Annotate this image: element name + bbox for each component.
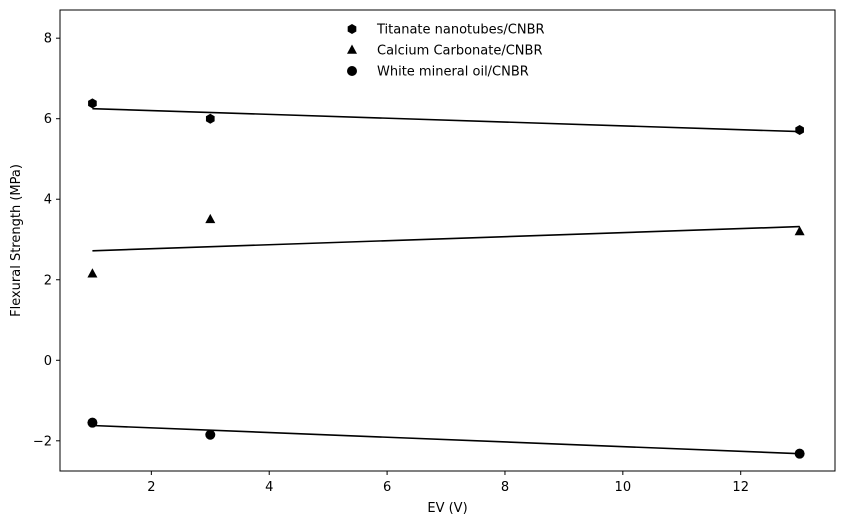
data-point-circle — [205, 429, 216, 440]
legend-label: Titanate nanotubes/CNBR — [376, 23, 545, 38]
legend-label: White mineral oil/CNBR — [377, 65, 529, 80]
x-tick-label: 8 — [501, 480, 509, 495]
data-point-circle — [794, 448, 805, 459]
legend: Titanate nanotubes/CNBR Calcium Carbonate… — [347, 23, 545, 80]
y-tick-label: 2 — [44, 273, 52, 288]
y-tick-label: 4 — [44, 193, 52, 208]
data-point-circle — [87, 417, 98, 428]
data-point-triangle — [794, 225, 805, 236]
legend-marker-circle — [347, 66, 357, 76]
plot-frame — [59, 9, 836, 472]
y-axis-label: Flexural Strength (MPa) — [9, 164, 24, 317]
y-tick-label: −2 — [33, 434, 52, 449]
legend-marker-triangle — [347, 44, 357, 54]
data-point-hexagon — [795, 124, 804, 135]
y-tick-label: 0 — [44, 354, 52, 369]
data-points — [87, 98, 805, 459]
x-tick-label: 2 — [147, 480, 155, 495]
trend-line-triangle — [92, 225, 800, 252]
data-point-hexagon — [88, 98, 97, 109]
legend-label: Calcium Carbonate/CNBR — [377, 44, 542, 59]
trend-line-hexagon — [92, 107, 800, 133]
data-point-triangle — [87, 268, 98, 278]
x-tick-label: 12 — [732, 480, 749, 495]
data-point-triangle — [205, 213, 216, 224]
y-tick-label: 8 — [44, 32, 52, 47]
x-tick-label: 6 — [383, 480, 391, 495]
axes: 2 4 6 8 10 12 −2 0 2 4 6 8 — [33, 9, 836, 495]
data-point-hexagon — [205, 113, 215, 124]
legend-marker-hexagon — [347, 24, 357, 34]
y-tick-label: 6 — [44, 112, 52, 127]
x-axis-label: EV (V) — [427, 501, 467, 516]
x-tick-label: 10 — [615, 480, 632, 495]
x-tick-label: 4 — [265, 480, 273, 495]
